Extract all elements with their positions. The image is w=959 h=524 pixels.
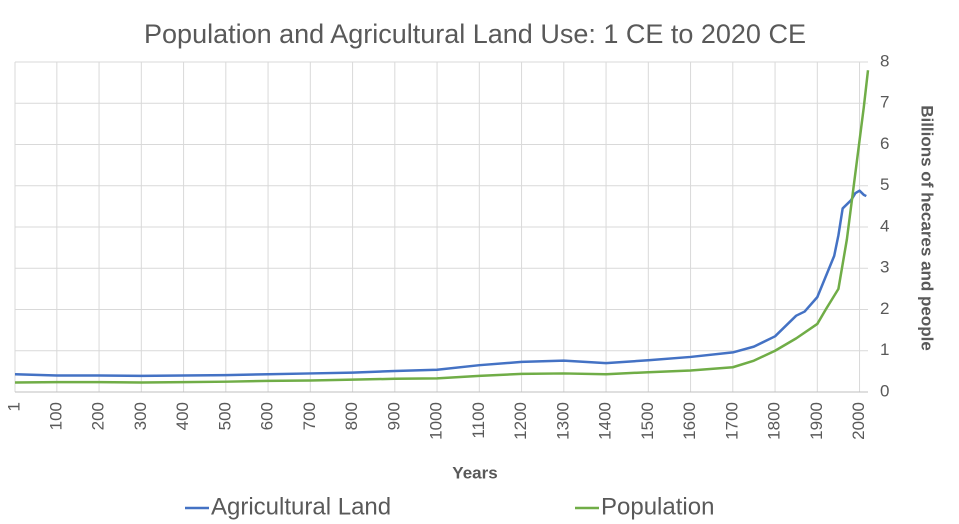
x-tick-label: 600 xyxy=(258,402,277,430)
legend-label: Agricultural Land xyxy=(211,493,391,520)
y-tick-label: 0 xyxy=(880,381,889,400)
x-tick-label: 1400 xyxy=(596,402,615,440)
x-axis-label: Years xyxy=(452,463,497,482)
x-tick-label: 1200 xyxy=(511,402,530,440)
x-tick-label: 1800 xyxy=(765,402,784,440)
y-tick-label: 6 xyxy=(880,134,889,153)
x-tick-label: 1100 xyxy=(469,402,488,439)
x-tick-label: 900 xyxy=(384,402,403,430)
x-tick-label: 1700 xyxy=(722,402,741,440)
x-tick-label: 700 xyxy=(300,402,319,430)
legend-label: Population xyxy=(601,493,714,520)
data-line xyxy=(14,189,867,378)
y-tick-label: 1 xyxy=(880,340,889,359)
data-line xyxy=(14,70,870,384)
x-tick-label: 100 xyxy=(46,402,65,430)
y-tick-label: 5 xyxy=(880,175,889,194)
y-tick-label: 4 xyxy=(880,216,889,235)
y-tick-label: 7 xyxy=(880,93,889,112)
x-tick-label: 800 xyxy=(342,402,361,430)
chart-title: Population and Agricultural Land Use: 1 … xyxy=(144,19,806,49)
y-axis-label: Billions of hecares and people xyxy=(918,105,937,351)
x-tick-label: 1 xyxy=(4,402,23,411)
x-tick-label: 200 xyxy=(89,402,108,430)
x-tick-label: 400 xyxy=(173,402,192,430)
x-tick-label: 1300 xyxy=(553,402,572,440)
x-tick-label: 500 xyxy=(215,402,234,430)
y-tick-label: 2 xyxy=(880,299,889,318)
y-tick-label: 8 xyxy=(880,51,889,70)
y-tick-label: 3 xyxy=(880,258,889,277)
x-tick-label: 300 xyxy=(131,402,150,430)
x-tick-label: 1500 xyxy=(638,402,657,440)
x-tick-label: 2000 xyxy=(849,402,868,440)
x-tick-label: 1600 xyxy=(680,402,699,440)
x-tick-label: 1900 xyxy=(807,402,826,440)
x-tick-label: 1000 xyxy=(427,402,446,440)
